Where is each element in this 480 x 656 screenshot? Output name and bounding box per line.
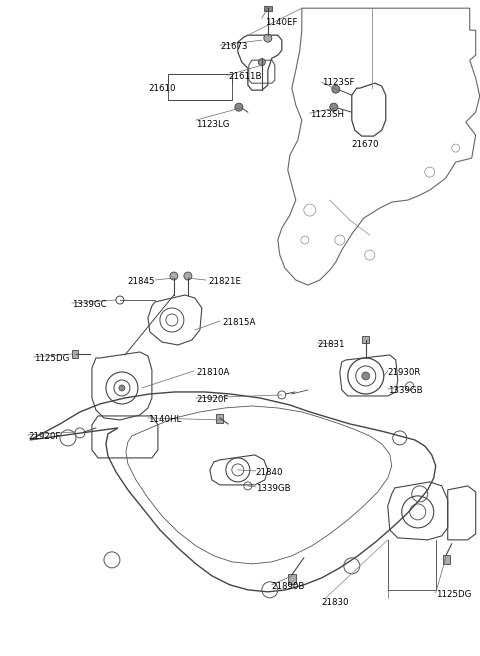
Text: 1140EF: 1140EF [265,18,297,27]
Text: 21670: 21670 [352,140,379,149]
Text: 1123LG: 1123LG [196,120,229,129]
Text: 21810A: 21810A [196,368,229,377]
Text: 21821E: 21821E [208,277,241,286]
Text: 1339GC: 1339GC [72,300,107,309]
Circle shape [258,58,265,66]
Bar [216,414,223,423]
Bar [72,350,78,358]
Text: 21840: 21840 [256,468,283,477]
Bar [264,6,272,11]
Circle shape [184,272,192,280]
Text: 1140HL: 1140HL [148,415,181,424]
Text: 21830: 21830 [322,598,349,607]
Text: 21845: 21845 [127,277,155,286]
Text: 21930R: 21930R [388,368,421,377]
Circle shape [330,103,338,111]
Text: 1339GB: 1339GB [388,386,422,395]
Circle shape [264,34,272,42]
Text: 21920F: 21920F [28,432,60,441]
Text: 21611B: 21611B [228,72,261,81]
Text: 21831: 21831 [318,340,345,349]
Text: 21673: 21673 [220,42,247,51]
Circle shape [235,103,243,111]
Circle shape [170,272,178,280]
Text: 21920F: 21920F [196,395,228,404]
Bar [362,336,369,343]
Circle shape [362,372,370,380]
Text: 1123SH: 1123SH [310,110,344,119]
Bar [288,574,296,584]
Text: 1339GB: 1339GB [256,484,290,493]
Text: 21610: 21610 [148,84,175,93]
Text: 1125DG: 1125DG [436,590,471,599]
Text: 1125DG: 1125DG [34,354,69,363]
Circle shape [332,85,340,93]
Text: 21815A: 21815A [222,318,255,327]
Text: 21890B: 21890B [272,582,305,591]
Bar [443,555,450,564]
Circle shape [119,385,125,391]
Text: 1123SF: 1123SF [322,78,354,87]
